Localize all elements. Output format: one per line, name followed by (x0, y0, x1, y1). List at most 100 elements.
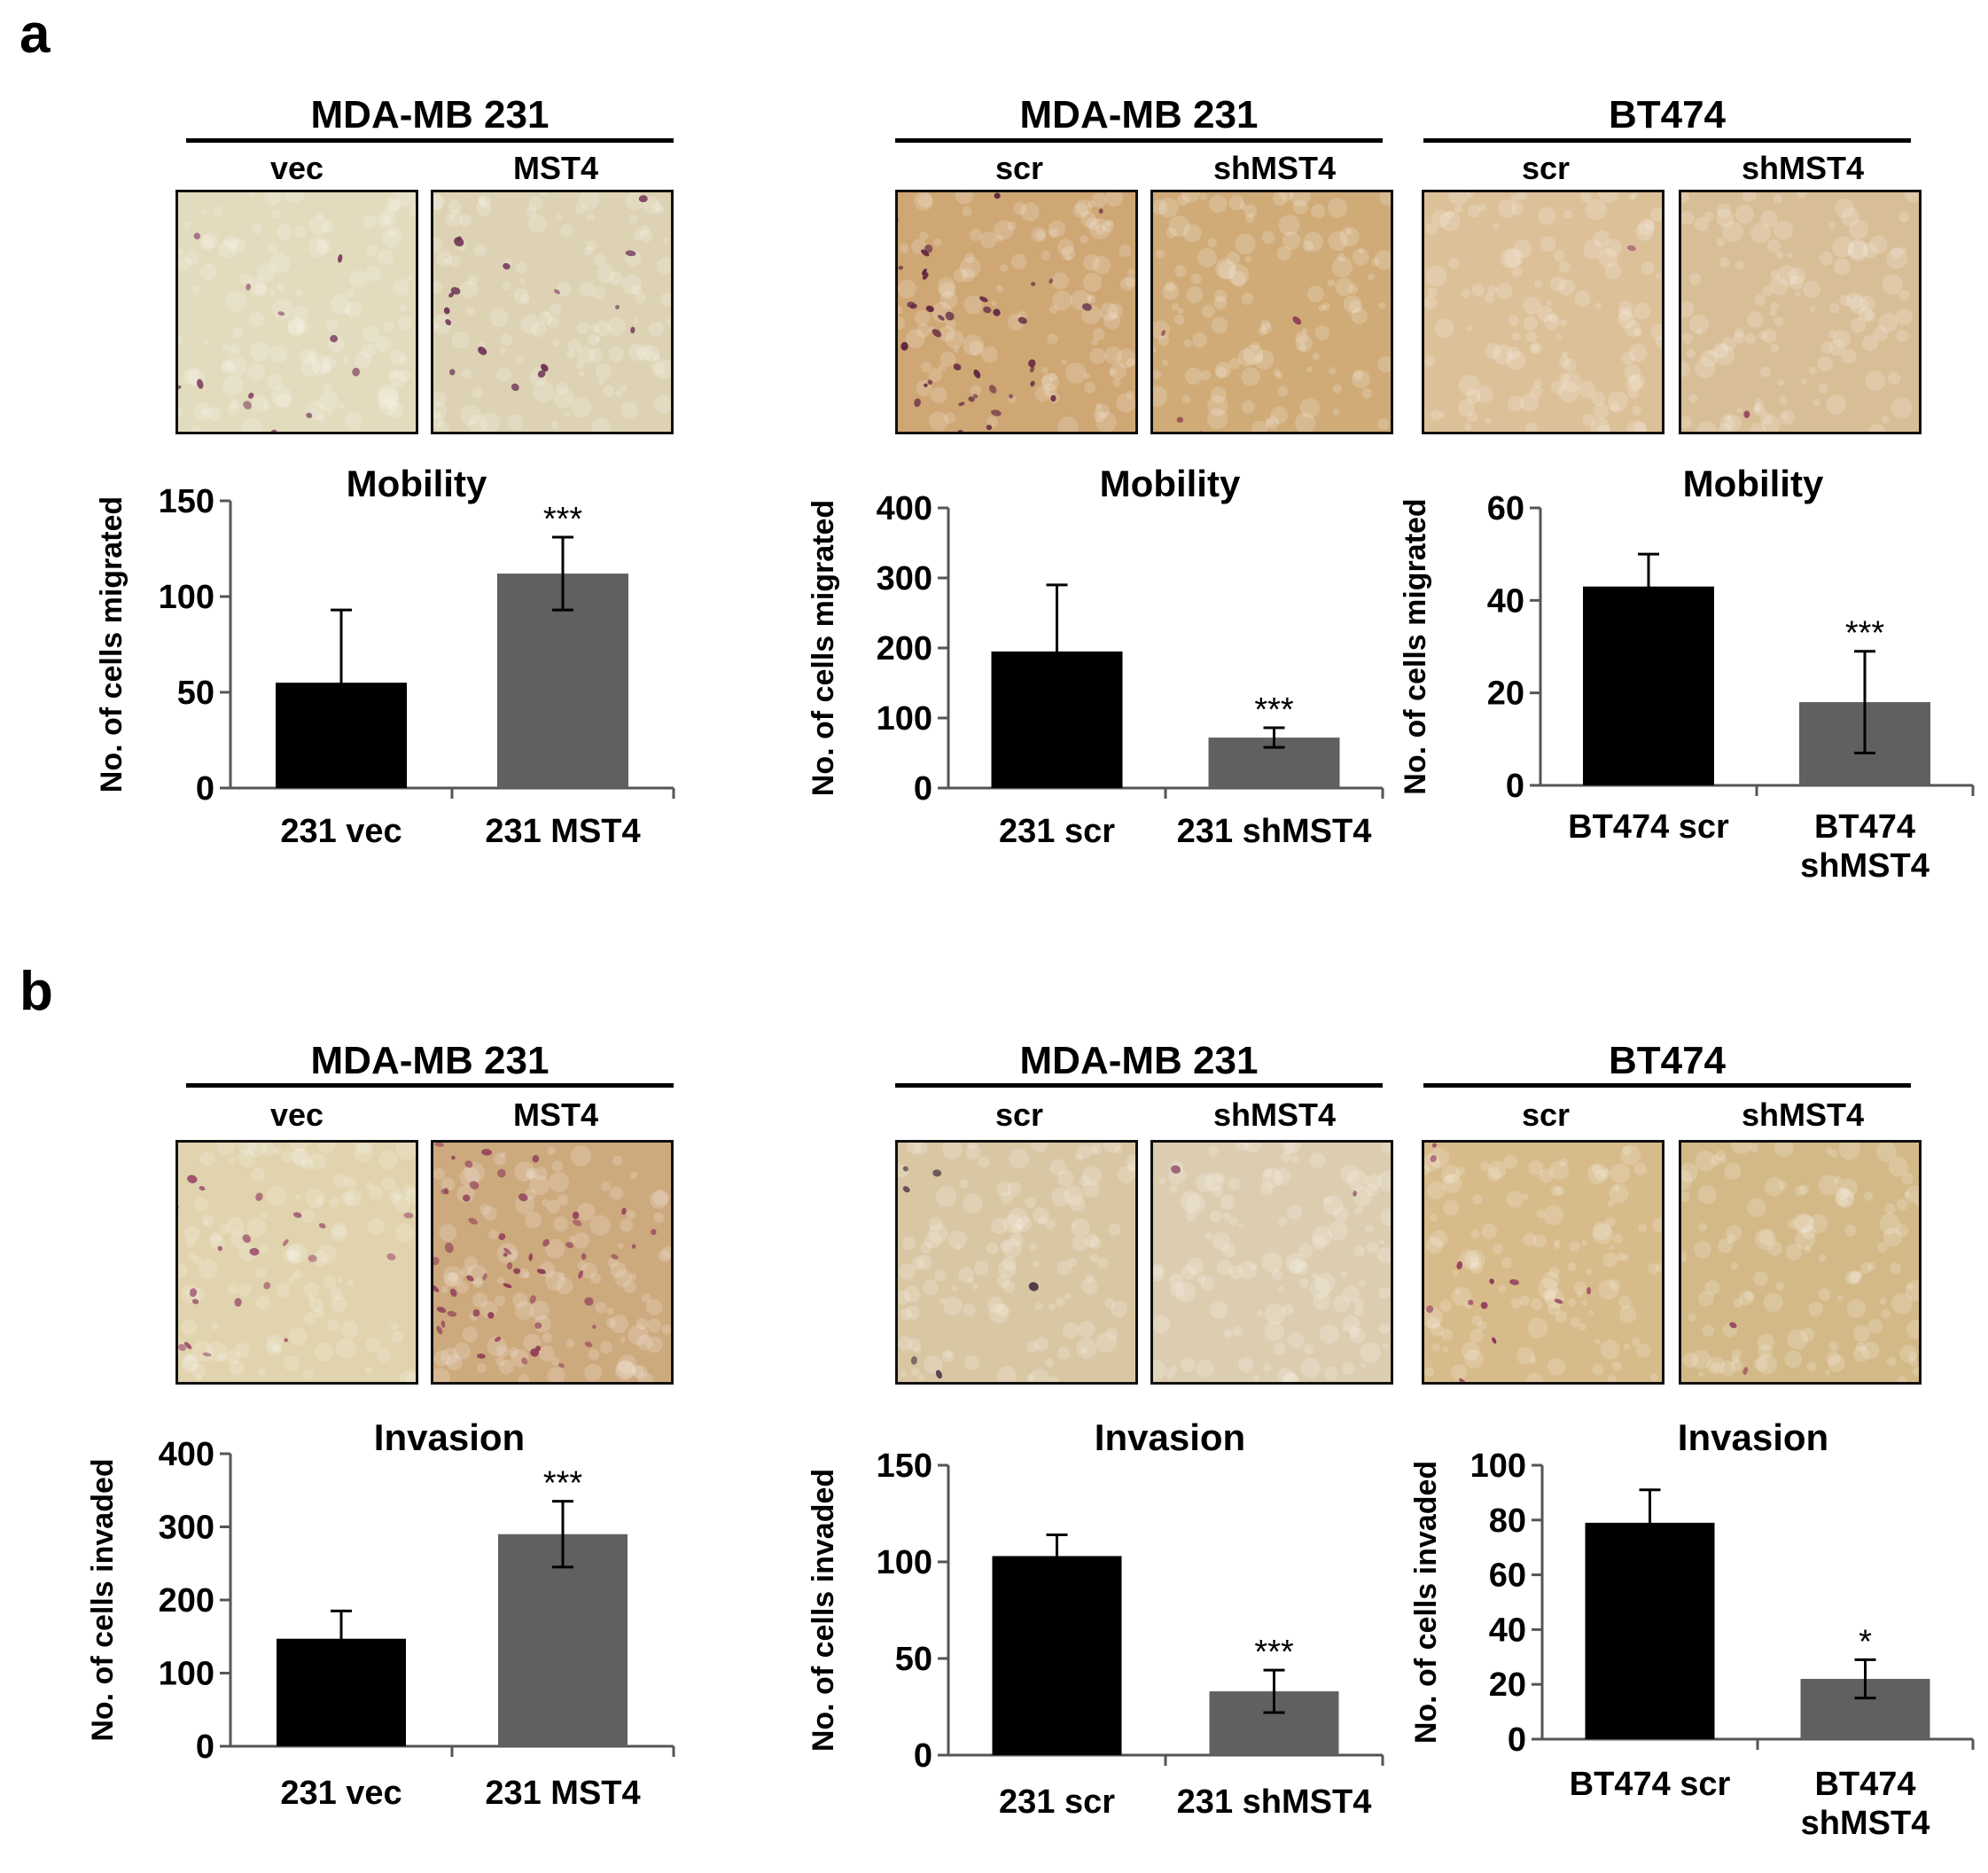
texture-blob (1492, 344, 1513, 365)
texture-blob (1322, 1195, 1344, 1215)
texture-blob (633, 318, 639, 324)
texture-blob (184, 250, 199, 265)
texture-blob (1651, 1218, 1662, 1232)
texture-blob (1026, 1374, 1035, 1382)
texture-blob (963, 1303, 977, 1316)
texture-blob (1828, 1354, 1845, 1372)
texture-blob (1719, 256, 1730, 268)
x-tick-label: 231 vec (280, 1775, 401, 1812)
texture-blob (1484, 293, 1495, 304)
texture-blob (1263, 1168, 1273, 1178)
texture-blob (969, 340, 984, 355)
texture-blob (1452, 1269, 1459, 1276)
texture-blob (1320, 1324, 1339, 1344)
texture-blob (274, 1146, 282, 1155)
condition-label: scr (994, 1096, 1044, 1133)
stained-cell (630, 326, 635, 334)
stained-cell (973, 369, 981, 379)
stained-cell (440, 1320, 446, 1328)
texture-blob (1354, 1206, 1363, 1215)
micrograph-background (1153, 1143, 1391, 1382)
texture-blob (916, 324, 931, 338)
texture-blob (549, 1172, 570, 1193)
texture-blob (1769, 343, 1780, 353)
texture-blob (1314, 325, 1330, 340)
texture-blob (905, 329, 925, 348)
texture-blob (1455, 1288, 1462, 1295)
texture-blob (1864, 310, 1875, 322)
texture-blob (1721, 337, 1736, 352)
texture-blob (1323, 1196, 1331, 1204)
texture-blob (652, 354, 660, 362)
texture-blob (1586, 199, 1607, 221)
texture-blob (899, 1263, 916, 1280)
texture-blob (465, 307, 475, 316)
texture-blob (1446, 1175, 1454, 1182)
texture-blob (477, 1362, 487, 1373)
texture-blob (1208, 1145, 1219, 1157)
texture-blob (302, 1369, 314, 1380)
texture-blob (449, 213, 456, 220)
texture-blob (595, 363, 612, 380)
texture-blob (1086, 1274, 1095, 1283)
texture-blob (1111, 1300, 1128, 1318)
texture-blob (1655, 335, 1662, 348)
stained-cell (925, 305, 934, 313)
texture-blob (317, 1143, 336, 1154)
texture-blob (1485, 418, 1492, 424)
texture-blob (398, 303, 408, 312)
y-tick-label: 100 (1470, 1448, 1526, 1485)
texture-blob (1655, 1262, 1662, 1273)
texture-blob (968, 1277, 975, 1284)
texture-blob (1295, 412, 1316, 432)
stained-cell (1028, 359, 1036, 368)
texture-blob (530, 321, 547, 338)
texture-blob (1009, 1148, 1030, 1169)
texture-blob (1470, 1261, 1483, 1275)
texture-blob (445, 209, 463, 227)
texture-blob (1087, 294, 1093, 300)
stained-cell (625, 250, 636, 257)
texture-blob (253, 283, 268, 297)
texture-blob (1431, 209, 1450, 228)
texture-blob (615, 390, 623, 397)
texture-blob (1290, 192, 1311, 207)
texture-blob (552, 339, 560, 347)
texture-blob (479, 412, 501, 432)
texture-blob (959, 257, 981, 278)
texture-blob (1464, 1249, 1485, 1270)
texture-blob (1759, 366, 1772, 378)
texture-blob (1472, 1194, 1483, 1205)
texture-blob (938, 363, 947, 371)
texture-blob (1086, 217, 1100, 230)
texture-blob (1508, 395, 1524, 412)
y-tick-label: 400 (877, 490, 932, 527)
stained-cell (1028, 1282, 1039, 1292)
texture-blob (614, 1268, 633, 1287)
texture-blob (1459, 1249, 1479, 1270)
texture-blob (1764, 1176, 1784, 1197)
stained-cell (638, 195, 648, 203)
texture-blob (1104, 1298, 1116, 1308)
texture-blob (1850, 1271, 1862, 1283)
texture-blob (1538, 306, 1554, 322)
texture-blob (1798, 1184, 1810, 1195)
texture-blob (387, 402, 404, 418)
texture-blob (959, 1179, 970, 1189)
texture-blob (376, 1347, 392, 1362)
texture-blob (249, 312, 265, 328)
micrograph-bt474-scr-migration-icon (1422, 190, 1664, 434)
texture-blob (211, 1322, 220, 1331)
texture-blob (655, 205, 665, 215)
texture-blob (1182, 223, 1202, 243)
texture-blob (1442, 1346, 1449, 1353)
texture-blob (1072, 202, 1088, 218)
micrograph-background (1681, 1143, 1919, 1382)
texture-blob (945, 329, 964, 348)
texture-blob (255, 1295, 271, 1311)
y-tick-label: 40 (1489, 1612, 1526, 1649)
texture-blob (1255, 355, 1263, 363)
texture-blob (276, 223, 292, 240)
texture-blob (1852, 1324, 1870, 1342)
texture-blob (1542, 1289, 1556, 1302)
